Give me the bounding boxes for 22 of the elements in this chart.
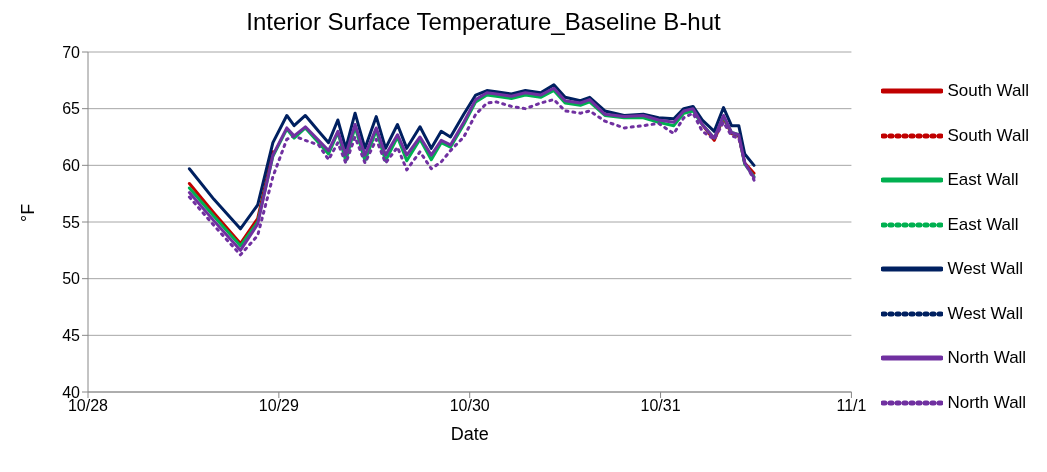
y-axis-title: °F	[18, 203, 39, 222]
x-axis-title: Date	[450, 424, 489, 444]
legend-label: South Wall	[947, 81, 1029, 102]
x-tick-label: 10/28	[67, 397, 109, 415]
x-tick-label: 10/29	[258, 397, 299, 415]
x-tick-label: 11/1	[836, 397, 867, 415]
x-tick-label: 10/31	[640, 397, 681, 415]
legend-label: West Wall	[947, 259, 1023, 280]
y-tick-label: 70	[62, 43, 81, 61]
legend-label: North Wall	[947, 392, 1027, 413]
chart-title: Interior Surface Temperature_Baseline B-hut	[245, 8, 722, 37]
y-tick-label: 45	[62, 327, 81, 345]
y-tick-label: 60	[62, 157, 81, 175]
legend-label: East Wall	[947, 170, 1019, 191]
y-tick-label: 55	[62, 213, 81, 231]
y-tick-label: 65	[62, 100, 81, 118]
legend-label: South Wall	[947, 125, 1029, 146]
legend-label: North Wall	[947, 348, 1027, 369]
x-tick-label: 10/30	[449, 397, 490, 415]
legend-label: East Wall	[947, 214, 1019, 235]
y-tick-label: 50	[62, 270, 81, 288]
legend-label: West Wall	[947, 303, 1023, 324]
